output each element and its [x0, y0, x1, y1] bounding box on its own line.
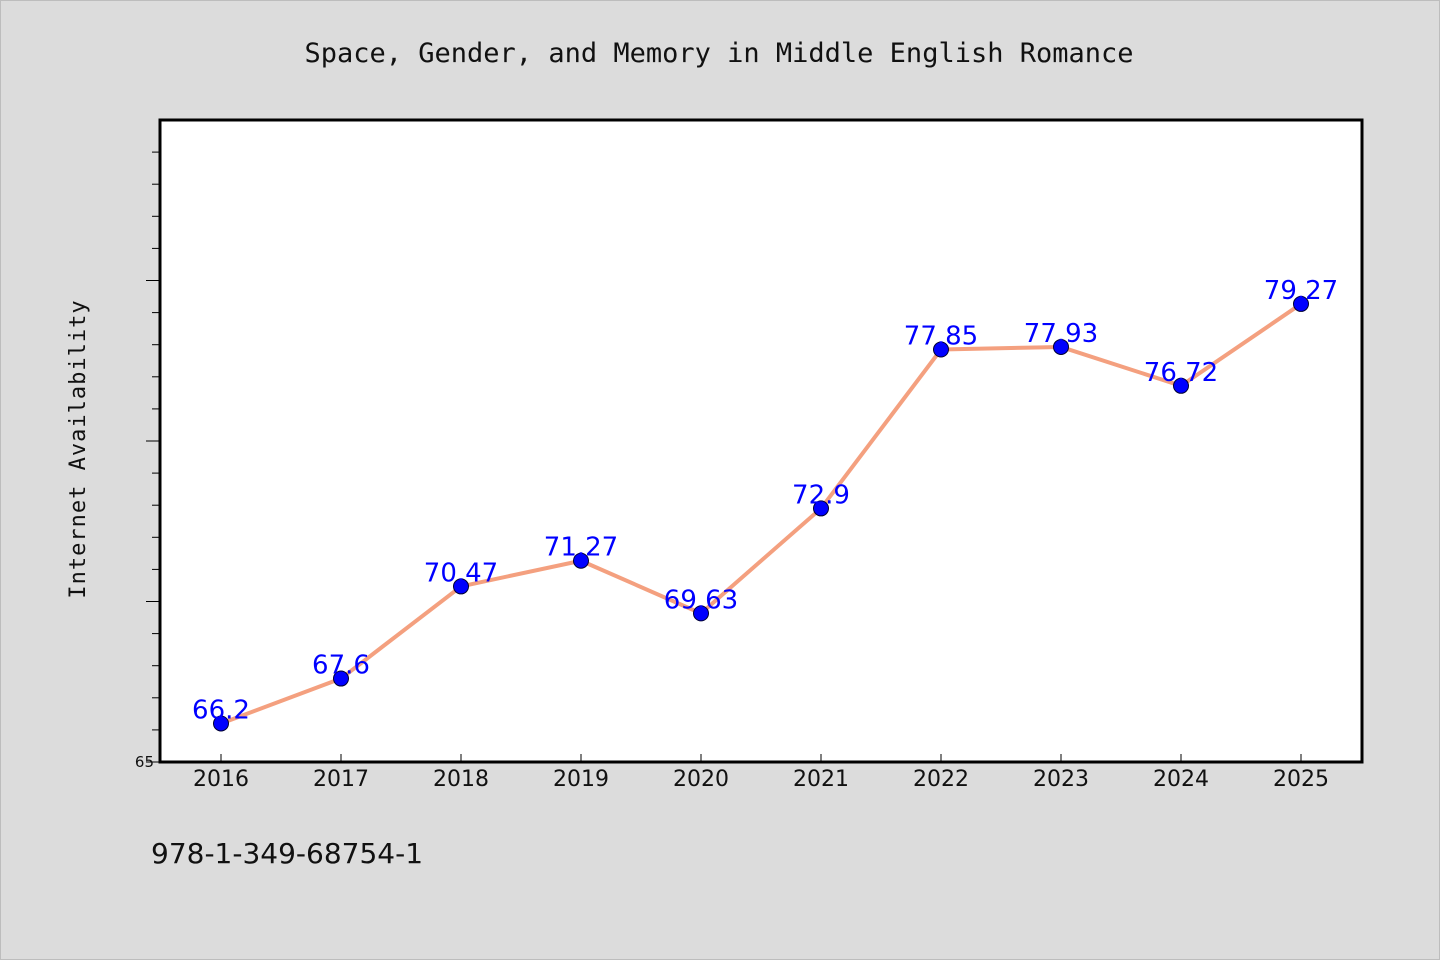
data-point	[573, 552, 589, 569]
chart-title: Space, Gender, and Memory in Middle Engl…	[304, 38, 1133, 69]
data-point	[1173, 377, 1189, 394]
data-point	[1293, 295, 1309, 312]
series-line	[219, 301, 1303, 726]
data-point	[693, 605, 709, 622]
x-tick-label: 2023	[1033, 767, 1089, 792]
x-tick-label: 2021	[793, 767, 849, 792]
x-tick-label: 2017	[313, 767, 369, 792]
x-axis-ticks: 2016 2017 2018 2019 2020 2021 2022 2023 2024 2025	[193, 754, 1329, 792]
data-point	[933, 341, 949, 358]
x-tick-label: 2018	[433, 767, 489, 792]
x-tick-label: 2019	[553, 767, 609, 792]
data-label: 71.27	[544, 533, 618, 563]
x-tick-label: 2020	[673, 767, 729, 792]
x-tick-label: 2022	[913, 767, 969, 792]
data-point	[813, 500, 829, 517]
isbn-footer: 978-1-349-68754-1	[151, 837, 423, 870]
data-label: 72.9	[792, 480, 850, 510]
y-tick-label: 65	[135, 753, 154, 771]
data-label: 69.63	[664, 585, 738, 615]
data-label: 66.2	[192, 695, 250, 725]
data-point	[213, 715, 229, 732]
data-label: 76.72	[1144, 358, 1218, 388]
plot-area	[158, 118, 1364, 764]
y-axis-ticks: 65	[135, 151, 160, 771]
series-layer: 66.2 67.6 70.47 71.27 69.63 72.9 77.85 77.93 76.…	[192, 276, 1338, 732]
data-label: 70.47	[424, 558, 498, 588]
data-point	[1053, 338, 1069, 355]
x-tick-label: 2016	[193, 767, 249, 792]
x-tick-label: 2024	[1153, 767, 1209, 792]
data-point	[333, 670, 349, 687]
data-label: 67.6	[312, 651, 370, 681]
data-label: 77.85	[904, 322, 978, 352]
x-tick-label: 2025	[1273, 767, 1329, 792]
data-label: 77.93	[1024, 319, 1098, 349]
y-axis-label: Internet Availability	[66, 299, 91, 598]
data-label: 79.27	[1264, 276, 1338, 306]
data-point	[453, 578, 469, 595]
